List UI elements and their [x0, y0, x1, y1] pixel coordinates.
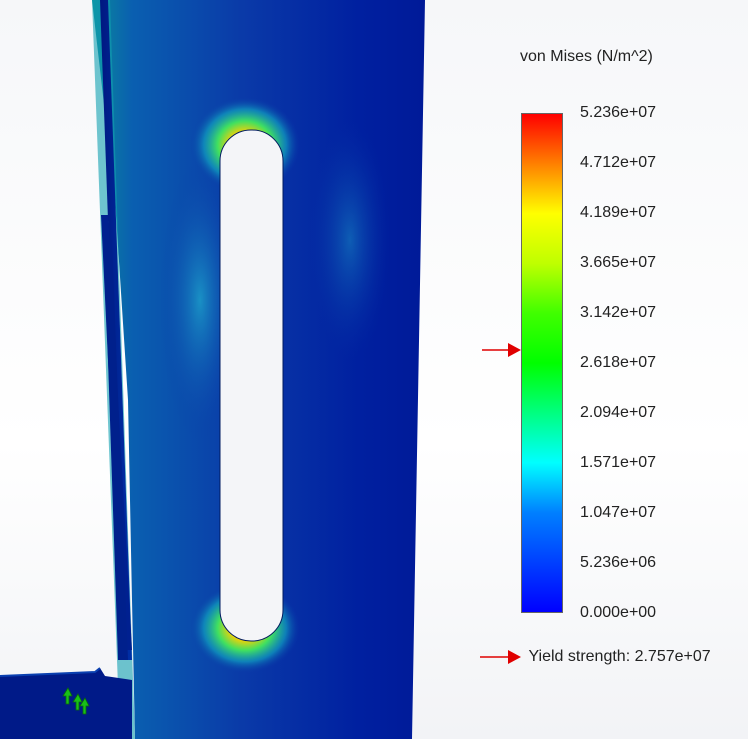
- red-arrow-icon: [482, 342, 522, 358]
- legend-tick-label: 2.618e+07: [580, 354, 656, 372]
- yield-strength-row: Yield strength: 2.757e+07: [480, 648, 711, 668]
- legend-tick-label: 5.236e+07: [580, 104, 656, 122]
- legend-tick-label: 2.094e+07: [580, 404, 656, 422]
- legend-tick-label: 1.571e+07: [580, 454, 656, 472]
- legend-tick-label: 0.000e+00: [580, 604, 656, 622]
- legend-tick-label: 1.047e+07: [580, 504, 656, 522]
- legend-tick-label: 4.189e+07: [580, 204, 656, 222]
- slot-hole: [220, 130, 283, 641]
- legend-tick-label: 5.236e+06: [580, 554, 656, 572]
- legend-tick-label: 3.142e+07: [580, 304, 656, 322]
- legend-colorbar: [521, 113, 563, 613]
- red-arrow-icon: [480, 649, 522, 665]
- yield-strength-label: Yield strength: 2.757e+07: [528, 648, 710, 665]
- legend-tick-label: 3.665e+07: [580, 254, 656, 272]
- stress-glow-right: [310, 120, 390, 360]
- stress-legend: von Mises (N/m^2) 5.236e+07 4.712e+07 4.18…: [470, 40, 740, 680]
- legend-tick-label: 4.712e+07: [580, 154, 656, 172]
- legend-title: von Mises (N/m^2): [520, 48, 653, 66]
